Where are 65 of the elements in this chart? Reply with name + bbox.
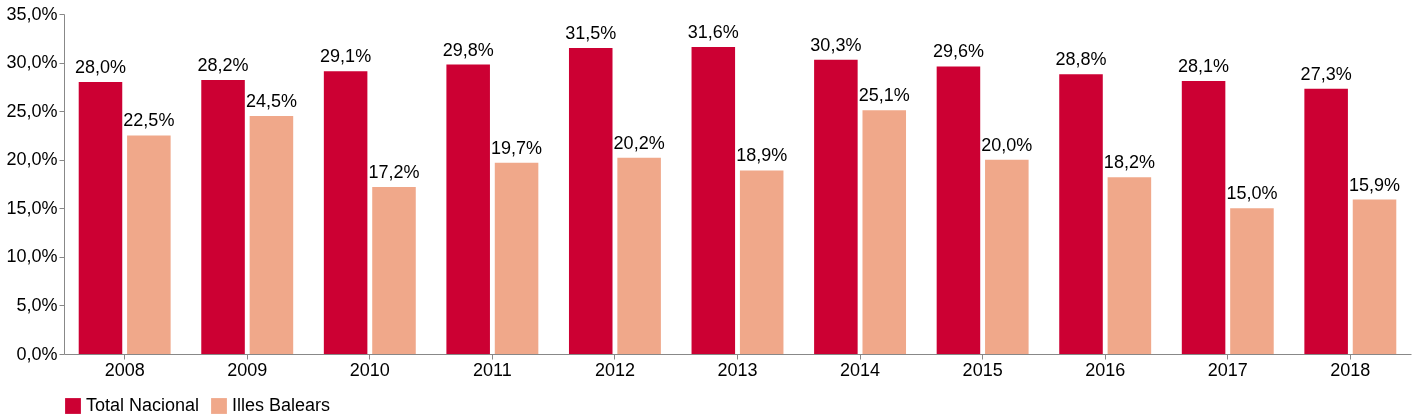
x-tick-label: 2016 — [1085, 359, 1126, 380]
data-label: 31,5% — [565, 23, 617, 43]
legend-label: Illes Balears — [232, 395, 331, 415]
data-label: 27,3% — [1300, 63, 1352, 84]
data-label: 18,2% — [1103, 152, 1155, 173]
bar — [201, 80, 245, 354]
y-tick-label: 5,0% — [16, 294, 58, 315]
bar — [1352, 199, 1397, 354]
data-label: 15,9% — [1349, 174, 1401, 195]
data-label: 30,3% — [810, 34, 862, 55]
bar — [127, 135, 171, 354]
bar — [446, 64, 490, 354]
x-tick-label: 2009 — [227, 359, 268, 380]
x-tick-label: 2013 — [717, 359, 758, 380]
bar — [1107, 177, 1152, 354]
bar — [494, 162, 539, 354]
y-tick-label: 15,0% — [6, 197, 58, 218]
bar — [1181, 81, 1226, 354]
bar — [568, 48, 613, 354]
legend-label: Total Nacional — [86, 395, 200, 415]
data-label: 24,5% — [245, 91, 297, 111]
x-tick-label: 2008 — [104, 359, 145, 380]
data-label: 31,6% — [687, 22, 739, 43]
bar — [691, 47, 736, 354]
bar — [78, 82, 123, 354]
data-label: 19,7% — [491, 137, 543, 158]
data-label: 15,0% — [1226, 183, 1278, 204]
y-tick-label: 35,0% — [6, 3, 58, 24]
bar — [936, 66, 981, 354]
bar — [372, 186, 416, 354]
y-tick-label: 25,0% — [6, 100, 58, 121]
bar — [739, 170, 784, 354]
y-tick-label: 0,0% — [16, 343, 58, 364]
x-tick-label: 2012 — [594, 359, 635, 380]
data-label: 28,2% — [197, 55, 249, 76]
x-tick-label: 2017 — [1207, 359, 1248, 380]
data-label: 17,2% — [368, 161, 420, 182]
data-label: 25,1% — [858, 85, 910, 106]
data-label: 29,8% — [442, 39, 494, 60]
data-label: 28,8% — [1055, 49, 1107, 70]
bar — [323, 71, 368, 354]
data-label: 20,0% — [981, 134, 1033, 155]
bar — [249, 116, 294, 354]
y-tick-label: 10,0% — [6, 246, 58, 267]
bar — [1304, 88, 1348, 354]
bar — [814, 59, 858, 354]
x-tick-label: 2014 — [840, 359, 881, 380]
data-label: 20,2% — [613, 132, 665, 153]
bar — [1059, 74, 1103, 354]
bar — [617, 157, 661, 354]
x-tick-label: 2018 — [1330, 359, 1371, 380]
bar — [862, 110, 907, 354]
data-label: 29,6% — [932, 41, 984, 62]
x-tick-label: 2011 — [473, 359, 512, 380]
data-label: 28,0% — [74, 57, 126, 77]
data-label: 28,1% — [1178, 56, 1230, 77]
bar — [985, 159, 1029, 354]
data-label: 22,5% — [123, 110, 175, 131]
y-tick-label: 20,0% — [6, 149, 58, 170]
data-label: 29,1% — [320, 46, 372, 67]
y-tick-label: 30,0% — [6, 52, 58, 73]
bar — [1230, 208, 1274, 354]
x-tick-label: 2010 — [349, 359, 390, 380]
data-label: 18,9% — [736, 145, 788, 166]
x-tick-label: 2015 — [962, 359, 1003, 380]
